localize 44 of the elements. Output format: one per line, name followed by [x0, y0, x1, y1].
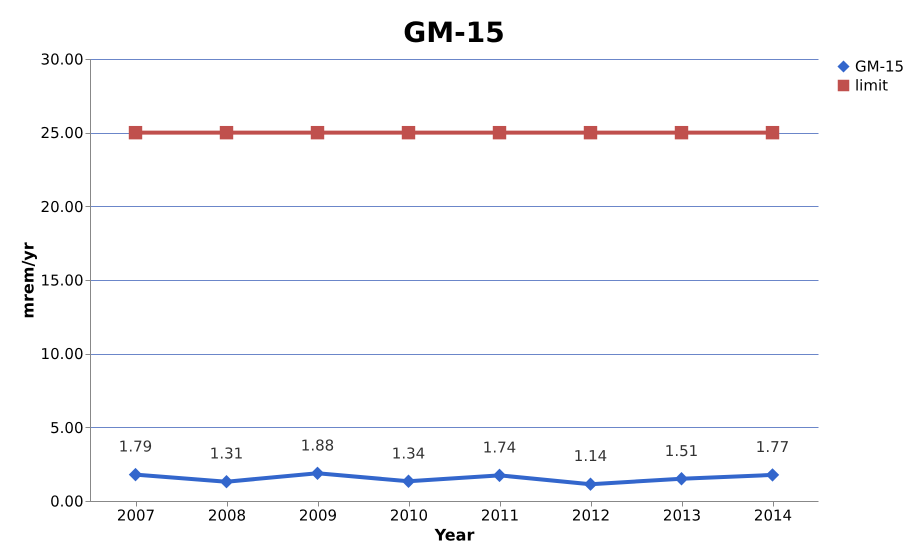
point: [220, 126, 234, 140]
x-tick-label: 2011: [480, 506, 520, 524]
legend-label: limit: [855, 76, 888, 94]
chart-title: GM-15: [403, 16, 505, 49]
x-tick-label: 2007: [116, 506, 156, 524]
y-tick-label: 0.00: [50, 492, 84, 510]
y-tick-label: 20.00: [40, 198, 84, 216]
point: [584, 126, 598, 140]
point: [310, 466, 324, 480]
point: [674, 472, 688, 486]
point: [492, 468, 506, 482]
x-axis-title: Year: [434, 526, 474, 544]
y-axis-title: mrem/yr: [18, 242, 38, 319]
y-tick-label: 10.00: [40, 345, 84, 364]
x-tick-label: 2010: [390, 506, 428, 524]
x-tick-label: 2014: [754, 506, 792, 524]
data-label: 1.51: [664, 442, 698, 460]
point: [220, 474, 234, 488]
y-tick-label: 5.00: [50, 418, 84, 437]
point: [310, 126, 324, 140]
data-label: 1.34: [392, 444, 426, 462]
data-label: 1.79: [118, 438, 152, 456]
point: [492, 126, 506, 140]
point: [584, 477, 598, 491]
x-tick-label: 2012: [572, 506, 610, 524]
point: [128, 468, 142, 482]
data-label: 1.77: [756, 438, 790, 456]
data-label: 1.14: [574, 447, 608, 466]
point: [674, 126, 688, 140]
point: [402, 474, 416, 488]
legend-label: GM-15: [855, 58, 904, 76]
point: [766, 126, 780, 140]
point: [766, 468, 780, 482]
x-tick-label: 2008: [208, 506, 246, 524]
y-tick-label: 30.00: [40, 50, 84, 68]
x-tick-label: 2009: [298, 506, 338, 524]
point: [128, 126, 142, 140]
x-tick-label: 2013: [662, 506, 702, 524]
data-label: 1.88: [300, 436, 334, 454]
data-label: 1.31: [210, 444, 244, 463]
y-tick-label: 25.00: [40, 124, 84, 142]
point: [402, 126, 416, 140]
y-tick-label: 15.00: [40, 272, 84, 290]
data-label: 1.74: [482, 438, 516, 456]
